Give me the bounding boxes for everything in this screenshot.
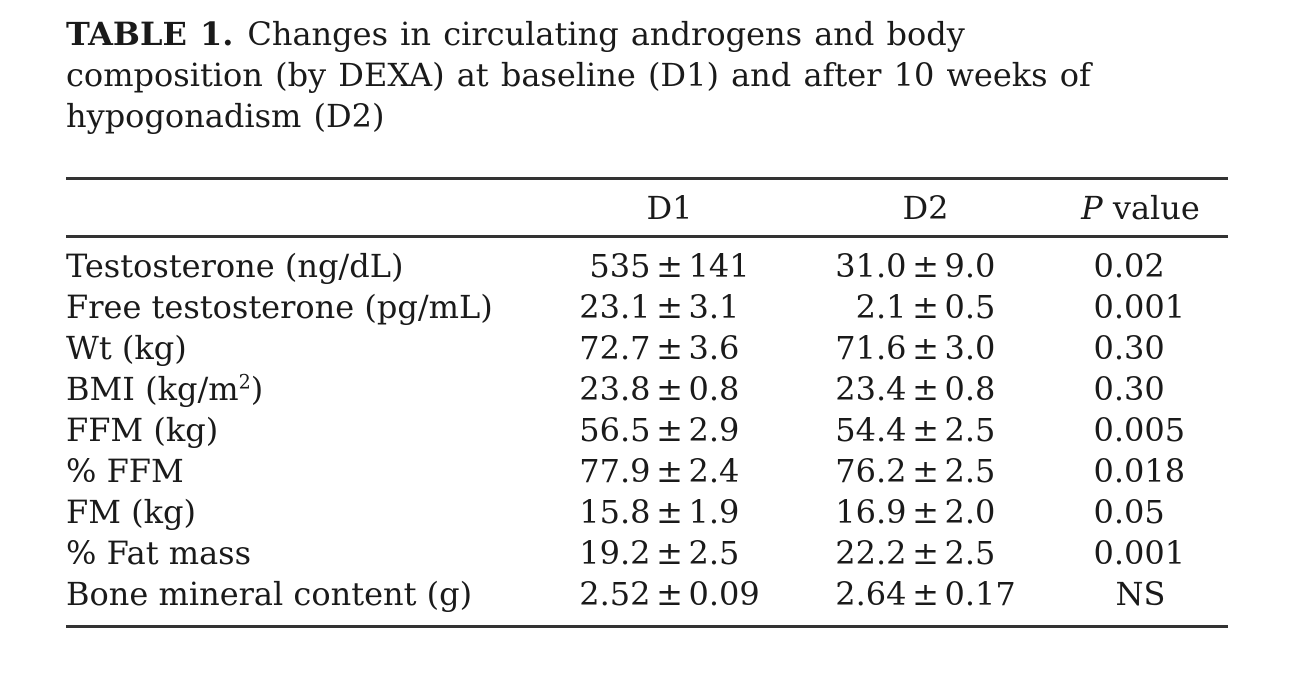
p-value: 0.02 — [1093, 246, 1165, 285]
d1-value: 535 ±141 — [589, 246, 750, 285]
row-label: FM (kg) — [66, 492, 196, 531]
p-value: 0.018 — [1093, 451, 1186, 490]
row-label: Wt (kg) — [66, 328, 187, 367]
column-header-empty — [66, 178, 521, 238]
table-row-testosterone: Testosterone (ng/dL) 535 ±141 31.0 ±9.0 0.… — [66, 237, 1228, 287]
d2-value: 16.9 ±2.0 — [835, 492, 996, 531]
column-header-d2: D2 — [798, 178, 1053, 238]
header-row: D1 D2 P value — [66, 178, 1228, 238]
caption-line-1: Changes in circulating androgens and bod… — [247, 15, 965, 53]
d1-value: 72.7 ±3.6 — [579, 328, 740, 367]
d2-value: 31.0 ±9.0 — [835, 246, 996, 285]
table-row-free-testosterone: Free testosterone (pg/mL) 23.1 ±3.1 2.1 ±0… — [66, 286, 1228, 327]
table-caption: TABLE 1. Changes in circulating androgens… — [66, 14, 1166, 137]
d2-value: 22.2 ±2.5 — [835, 533, 996, 572]
table-number: TABLE 1. — [66, 15, 234, 53]
superscript-2: 2 — [238, 369, 251, 393]
p-value: 0.30 — [1093, 369, 1165, 408]
table-row-percent-ffm: % FFM 77.9 ±2.4 76.2 ±2.5 0.018 — [66, 450, 1228, 491]
table-row-ffm: FFM (kg) 56.5 ±2.9 54.4 ±2.5 0.005 — [66, 409, 1228, 450]
data-table: D1 D2 P value Testosterone (ng/dL) 535 ±1… — [66, 177, 1228, 628]
p-value: 0.005 — [1093, 410, 1186, 449]
caption-line-3: hypogonadism (D2) — [66, 97, 385, 135]
table-row-fm: FM (kg) 15.8 ±1.9 16.9 ±2.0 0.05 — [66, 491, 1228, 532]
d1-value: 23.1 ±3.1 — [579, 287, 740, 326]
d2-value: 23.4 ±0.8 — [835, 369, 996, 408]
d2-value: 2.1 ±0.5 — [855, 287, 996, 326]
d2-value: 54.4 ±2.5 — [835, 410, 996, 449]
d2-value: 71.6 ±3.0 — [835, 328, 996, 367]
row-label: % Fat mass — [66, 533, 251, 572]
d1-value: 77.9 ±2.4 — [579, 451, 740, 490]
d1-value: 23.8 ±0.8 — [579, 369, 740, 408]
column-header-d1: D1 — [521, 178, 798, 238]
table-row-bone-mineral-content: Bone mineral content (g) 2.52 ±0.09 2.64 ±… — [66, 573, 1228, 627]
d2-value: 2.64 ±0.17 — [835, 574, 1016, 613]
d1-value: 15.8 ±1.9 — [579, 492, 740, 531]
row-label: FFM (kg) — [66, 410, 219, 449]
d1-value: 19.2 ±2.5 — [579, 533, 740, 572]
column-header-pvalue: P value — [1053, 178, 1228, 238]
row-label: Free testosterone (pg/mL) — [66, 287, 493, 326]
p-value: 0.001 — [1093, 533, 1186, 572]
p-value: 0.05 — [1093, 492, 1165, 531]
d1-value: 56.5 ±2.9 — [579, 410, 740, 449]
d2-value: 76.2 ±2.5 — [835, 451, 996, 490]
p-value: 0.30 — [1093, 328, 1165, 367]
row-label: Bone mineral content (g) — [66, 574, 473, 613]
table-row-percent-fat-mass: % Fat mass 19.2 ±2.5 22.2 ±2.5 0.001 — [66, 532, 1228, 573]
caption-line-2: composition (by DEXA) at baseline (D1) a… — [66, 56, 1091, 94]
table-row-bmi: BMI (kg/m2) 23.8 ±0.8 23.4 ±0.8 0.30 — [66, 368, 1228, 409]
row-label: BMI (kg/m2) — [66, 369, 264, 408]
table-row-weight: Wt (kg) 72.7 ±3.6 71.6 ±3.0 0.30 — [66, 327, 1228, 368]
row-label: % FFM — [66, 451, 184, 490]
row-label: Testosterone (ng/dL) — [66, 246, 404, 285]
p-value: NS — [1115, 574, 1166, 613]
p-value: 0.001 — [1093, 287, 1186, 326]
d1-value: 2.52 ±0.09 — [579, 574, 760, 613]
